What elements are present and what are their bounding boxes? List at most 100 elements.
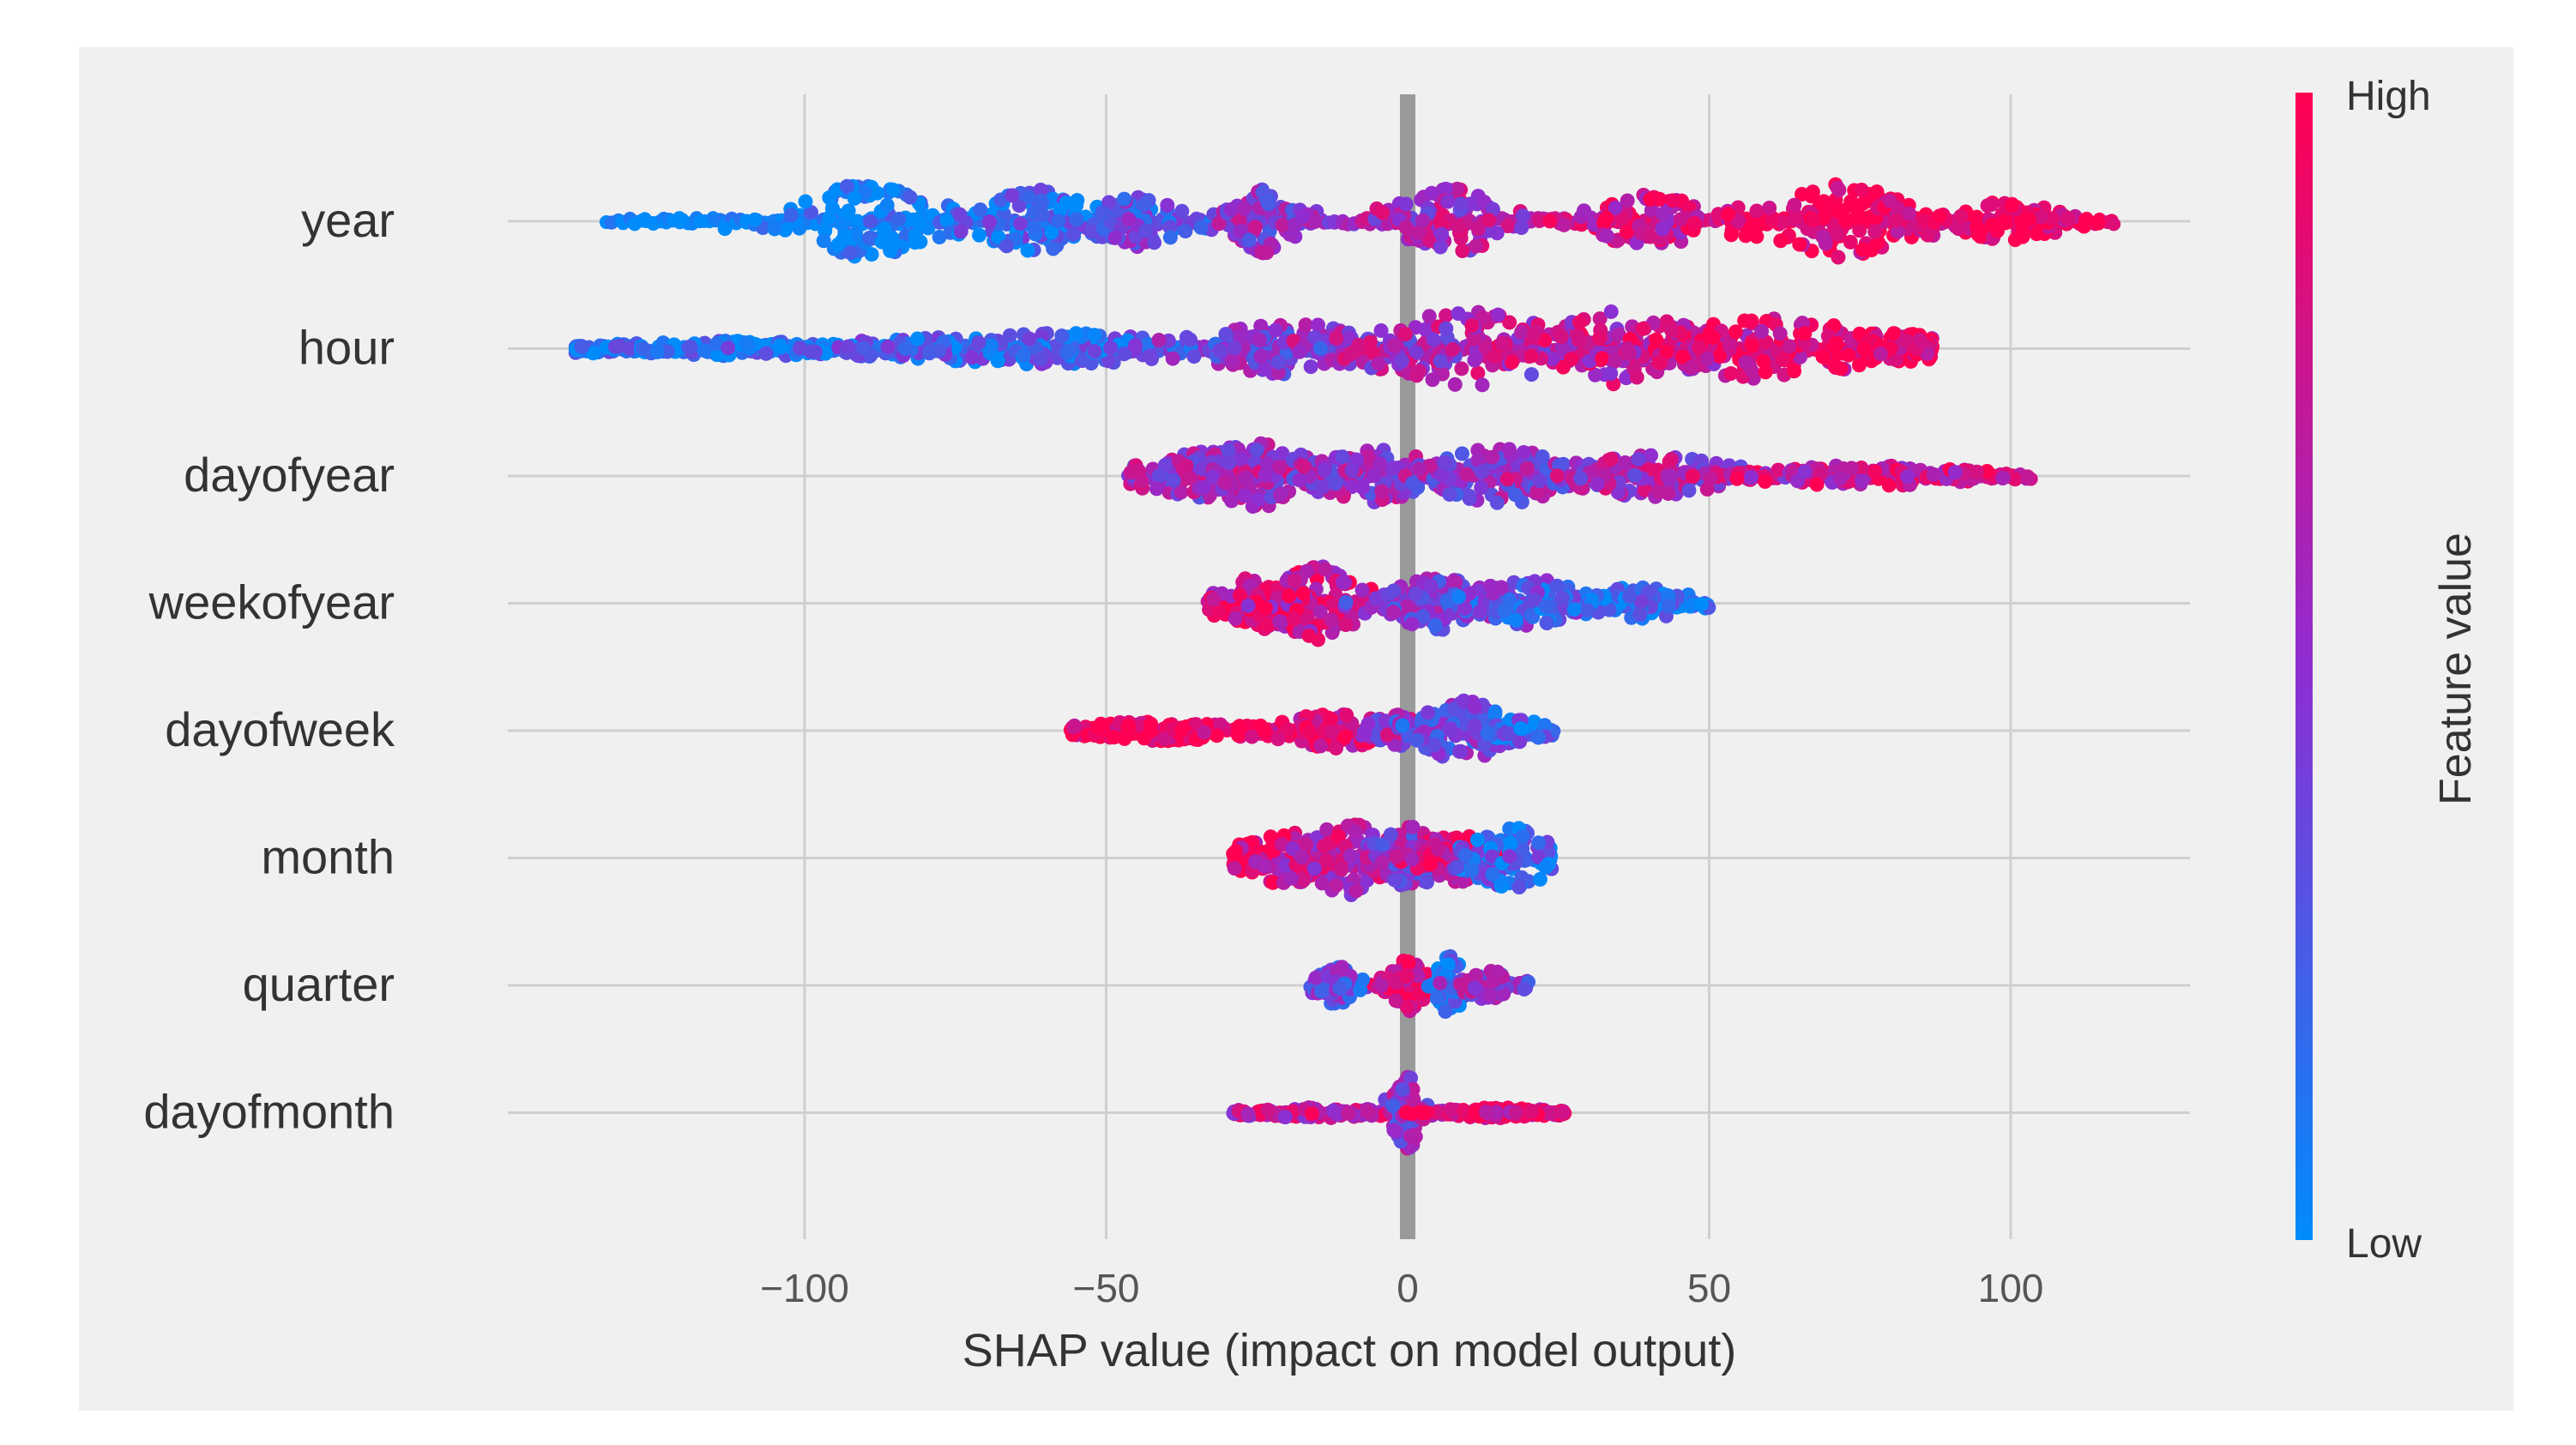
- shap-point: [1833, 471, 1848, 485]
- shap-point: [1744, 470, 1759, 485]
- shap-point: [840, 179, 854, 194]
- shap-point: [1632, 607, 1647, 622]
- shap-point: [1269, 323, 1283, 338]
- shap-point: [2034, 210, 2048, 225]
- shap-point: [1491, 308, 1505, 322]
- shap-point: [1841, 348, 1855, 363]
- shap-point: [1313, 341, 1328, 356]
- shap-point: [1453, 196, 1468, 211]
- shap-point: [954, 224, 968, 238]
- shap-point: [1027, 220, 1041, 235]
- shap-point: [1210, 728, 1224, 743]
- shap-point: [817, 233, 831, 248]
- shap-point: [1186, 349, 1201, 364]
- shap-point: [697, 343, 711, 358]
- shap-point: [1399, 196, 1414, 211]
- shap-point: [1595, 352, 1609, 366]
- shap-point: [1822, 197, 1837, 212]
- shap-point: [1773, 327, 1788, 341]
- shap-point: [1490, 226, 1505, 240]
- shap-point: [1017, 348, 1031, 363]
- shap-point: [1440, 195, 1455, 209]
- shap-point: [999, 238, 1014, 253]
- shap-point: [1867, 225, 1882, 239]
- shap-point: [1070, 213, 1084, 227]
- shap-point: [1272, 460, 1287, 474]
- shap-point: [1034, 194, 1048, 208]
- shap-point: [1425, 186, 1439, 201]
- shap-point: [1567, 602, 1582, 617]
- shap-point: [1328, 476, 1342, 491]
- shap-point: [1296, 586, 1311, 600]
- shap-point: [1422, 309, 1437, 323]
- shap-point: [1445, 342, 1460, 357]
- shap-point: [1409, 733, 1424, 748]
- shap-point: [1539, 599, 1553, 614]
- shap-point: [1692, 340, 1706, 354]
- shap-point: [1051, 214, 1065, 228]
- shap-point: [1228, 861, 1242, 876]
- shap-point: [1448, 377, 1463, 392]
- shap-point: [1723, 366, 1738, 381]
- shap-point: [1138, 224, 1153, 238]
- shap-point: [1193, 220, 1208, 235]
- shap-point: [1758, 474, 1772, 489]
- shap-point: [1656, 207, 1670, 221]
- shap-point: [1756, 354, 1771, 369]
- shap-point: [1224, 202, 1239, 217]
- shap-point: [1121, 212, 1136, 226]
- shap-point: [612, 339, 626, 353]
- shap-point: [1349, 883, 1364, 898]
- shap-point: [1827, 358, 1842, 373]
- shap-point: [1384, 828, 1398, 842]
- shap-point: [1329, 741, 1343, 756]
- shap-point: [863, 214, 878, 229]
- shap-point: [1590, 477, 1605, 491]
- shap-point: [1855, 473, 1869, 488]
- shap-point: [1415, 214, 1430, 228]
- shap-point: [1524, 367, 1539, 382]
- shap-point: [1273, 487, 1288, 502]
- shap-point: [1453, 744, 1468, 759]
- shap-point: [1206, 592, 1221, 606]
- shap-point: [1603, 366, 1618, 381]
- shap-point: [1468, 700, 1482, 714]
- shap-point: [1681, 483, 1696, 497]
- shap-point: [1315, 876, 1330, 890]
- shap-point: [1427, 738, 1441, 752]
- shap-point: [1254, 245, 1269, 260]
- shap-point: [1572, 315, 1587, 329]
- shap-point: [1745, 339, 1759, 353]
- shap-point: [1302, 725, 1317, 739]
- shap-point: [1424, 579, 1439, 593]
- shap-point: [1270, 732, 1285, 746]
- shap-point: [1618, 455, 1632, 470]
- shap-point: [1464, 318, 1479, 333]
- shap-point: [1143, 717, 1158, 732]
- shap-point: [1096, 206, 1111, 220]
- shap-point: [903, 190, 918, 205]
- shap-point: [1564, 352, 1578, 366]
- shap-point: [1664, 323, 1679, 338]
- shap-point: [1355, 583, 1370, 598]
- shap-point: [1433, 240, 1448, 255]
- shap-point: [1338, 617, 1353, 632]
- shap-point: [1787, 198, 1801, 213]
- shap-point: [1013, 216, 1028, 231]
- shap-point: [1481, 726, 1495, 741]
- shap-point: [1258, 601, 1273, 616]
- shap-point: [1467, 353, 1481, 368]
- shap-point: [1329, 331, 1343, 346]
- shap-point: [1066, 720, 1081, 735]
- shap-point: [880, 198, 895, 213]
- shap-point: [1292, 345, 1306, 359]
- shap-point: [1107, 231, 1122, 245]
- shap-point: [1387, 339, 1402, 353]
- shap-point: [1886, 326, 1901, 340]
- shap-point: [1426, 372, 1440, 387]
- shap-point: [1577, 203, 1591, 218]
- shap-point: [1217, 475, 1232, 490]
- shap-point: [1849, 211, 1864, 226]
- shap-point: [1087, 328, 1101, 342]
- shap-point: [1239, 471, 1253, 485]
